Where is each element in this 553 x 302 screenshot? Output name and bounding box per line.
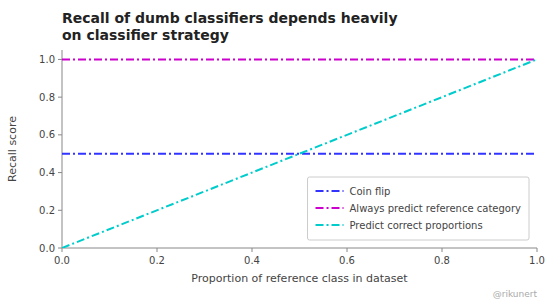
x-axis-line [62,248,537,249]
legend-label: Coin flip [350,186,391,197]
legend-swatch [316,224,344,226]
series-line [62,59,537,248]
y-tick-label: 0.6 [39,129,55,140]
y-tick [58,172,62,173]
y-tick [58,59,62,60]
legend-label: Always predict reference category [350,203,522,214]
y-tick-label: 0.0 [39,243,55,254]
x-axis-label: Proportion of reference class in dataset [191,272,408,285]
x-tick [252,248,253,252]
y-tick [58,248,62,249]
legend-swatch [316,207,344,209]
y-tick [58,97,62,98]
y-tick-label: 0.4 [39,167,55,178]
y-tick-label: 0.2 [39,205,55,216]
y-axis-label: Recall score [6,116,19,182]
legend-swatch [316,190,344,192]
legend: Coin flip Always predict reference catego… [308,177,529,240]
legend-box [308,177,529,240]
y-tick-label: 1.0 [39,54,55,65]
x-tick-label: 0.8 [434,255,450,266]
x-tick-label: 1.0 [529,255,545,266]
x-tick [157,248,158,252]
x-tick [537,248,538,252]
y-tick-label: 0.8 [39,92,55,103]
y-axis-line [62,50,63,248]
y-tick [58,134,62,135]
plot-area [62,59,537,248]
x-tick-label: 0.2 [149,255,165,266]
x-tick-label: 0.6 [339,255,355,266]
legend-label: Predict correct proportions [350,220,483,231]
x-tick-label: 0.4 [244,255,260,266]
title-line: Recall of dumb classifiers depends heavi… [62,10,398,26]
y-tick [58,210,62,211]
title: Recall of dumb classifiers depends heavi… [62,10,398,43]
title-line: on classifier strategy [62,27,229,43]
series-line [62,58,537,60]
x-tick-label: 0.0 [54,255,70,266]
chart: Recall of dumb classifiers depends heavi… [0,0,553,302]
series-line [62,153,537,155]
annotation: @rikunert [493,289,538,299]
x-tick [347,248,348,252]
x-tick [442,248,443,252]
x-tick [62,248,63,252]
